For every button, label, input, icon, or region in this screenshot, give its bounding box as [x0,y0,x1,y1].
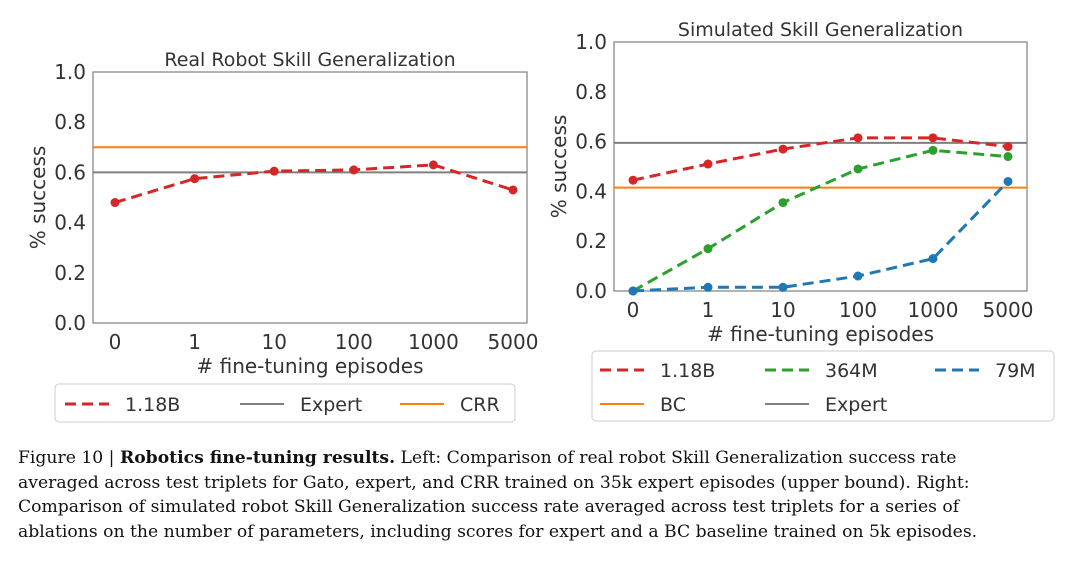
y-tick-label: 1.0 [54,60,86,84]
x-axis-label: # fine-tuning episodes [707,322,934,346]
x-tick-label: 0 [627,298,640,322]
caption-line: averaged across test triplets for Gato, … [18,472,970,493]
data-point-1.18B [190,174,200,184]
data-point-79M [928,254,938,264]
plot-frame [613,41,1028,292]
data-point-1.18B [1003,142,1013,152]
x-tick-label: 1 [702,298,715,322]
data-point-1.18B [110,198,120,208]
y-tick-label: 0.6 [575,130,607,154]
data-point-1.18B [778,144,788,154]
caption-bold-title: Robotics fine-tuning results. [119,448,396,468]
legend-label: 79M [995,360,1036,382]
legend: 1.18B Expert CRR [54,383,516,423]
x-tick-label: 5000 [983,298,1034,322]
data-point-364M [928,145,938,155]
legend-label: Expert [825,394,887,416]
series-line-364M [632,148,1009,293]
series-line-79M [632,180,1010,293]
y-tick-label: 0.4 [54,211,86,235]
data-point-1.18B [508,185,518,195]
legend-label: BC [660,394,686,416]
series-line-1.18B [632,136,1009,182]
legend: 1.18B 364M 79M BC Expert [591,350,1055,422]
data-point-1.18B [628,175,638,185]
y-tick-label: 0.2 [54,261,86,285]
figure-charts: Real Robot Skill Generalization 0.0 0.2 0.4… [26,19,1055,423]
x-tick-label: 1000 [408,330,459,354]
legend-label: 1.18B [125,394,180,416]
caption-text: Left: Comparison of real robot Skill Gen… [395,448,957,468]
data-point-79M [703,282,713,292]
legend-label: 364M [825,360,878,382]
chart-1: Simulated Skill Generalization 0.0 0.2 0.4 0… [547,19,1055,422]
caption-line: Comparison of simulated robot Skill Gene… [18,497,960,517]
legend-label: 1.18B [660,360,715,382]
y-tick-label: 0.0 [54,311,86,335]
data-point-79M [628,286,638,296]
y-tick-label: 0.8 [54,110,86,134]
legend-label: CRR [460,394,500,416]
y-axis-label: % success [547,115,571,219]
x-tick-label: 0 [109,330,122,354]
x-tick-label: 1 [188,330,201,354]
data-point-364M [703,244,713,254]
y-tick-label: 0.4 [575,179,607,203]
data-point-364M [853,164,863,174]
data-point-1.18B [703,159,713,169]
data-point-1.18B [853,133,863,143]
legend-box [54,383,516,423]
y-axis-label: % success [26,146,50,250]
x-tick-label: 1000 [908,298,959,322]
plot-frame [92,71,528,324]
caption-line: ablations on the number of parameters, i… [18,521,978,542]
y-tick-label: 0.6 [54,160,86,184]
data-point-79M [778,282,788,292]
x-tick-label: 100 [335,330,373,354]
data-point-364M [1003,152,1013,162]
data-point-1.18B [928,133,938,143]
data-point-1.18B [428,160,438,170]
data-point-79M [1003,176,1013,186]
chart-title: Simulated Skill Generalization [678,19,963,41]
x-tick-label: 10 [770,298,795,322]
y-tick-label: 0.8 [575,80,607,104]
data-point-1.18B [349,165,359,175]
x-tick-label: 10 [261,330,286,354]
data-point-1.18B [269,166,279,176]
data-point-79M [853,271,863,281]
chart-0: Real Robot Skill Generalization 0.0 0.2 0.4… [26,49,539,423]
series-line-1.18B [114,163,514,204]
x-axis-label: # fine-tuning episodes [196,354,423,378]
caption-line: Figure 10 | Robotics fine-tuning results… [18,446,1068,471]
legend-label: Expert [300,394,362,416]
y-tick-label: 0.2 [575,229,607,253]
y-tick-label: 0.0 [575,279,607,303]
x-tick-label: 5000 [488,330,539,354]
chart-title: Real Robot Skill Generalization [164,49,455,71]
figure-caption: Figure 10 | Robotics fine-tuning results… [18,446,1068,544]
y-tick-label: 1.0 [575,30,607,54]
data-point-364M [778,198,788,208]
x-tick-label: 100 [839,298,877,322]
caption-label: Figure 10 | [18,448,120,468]
